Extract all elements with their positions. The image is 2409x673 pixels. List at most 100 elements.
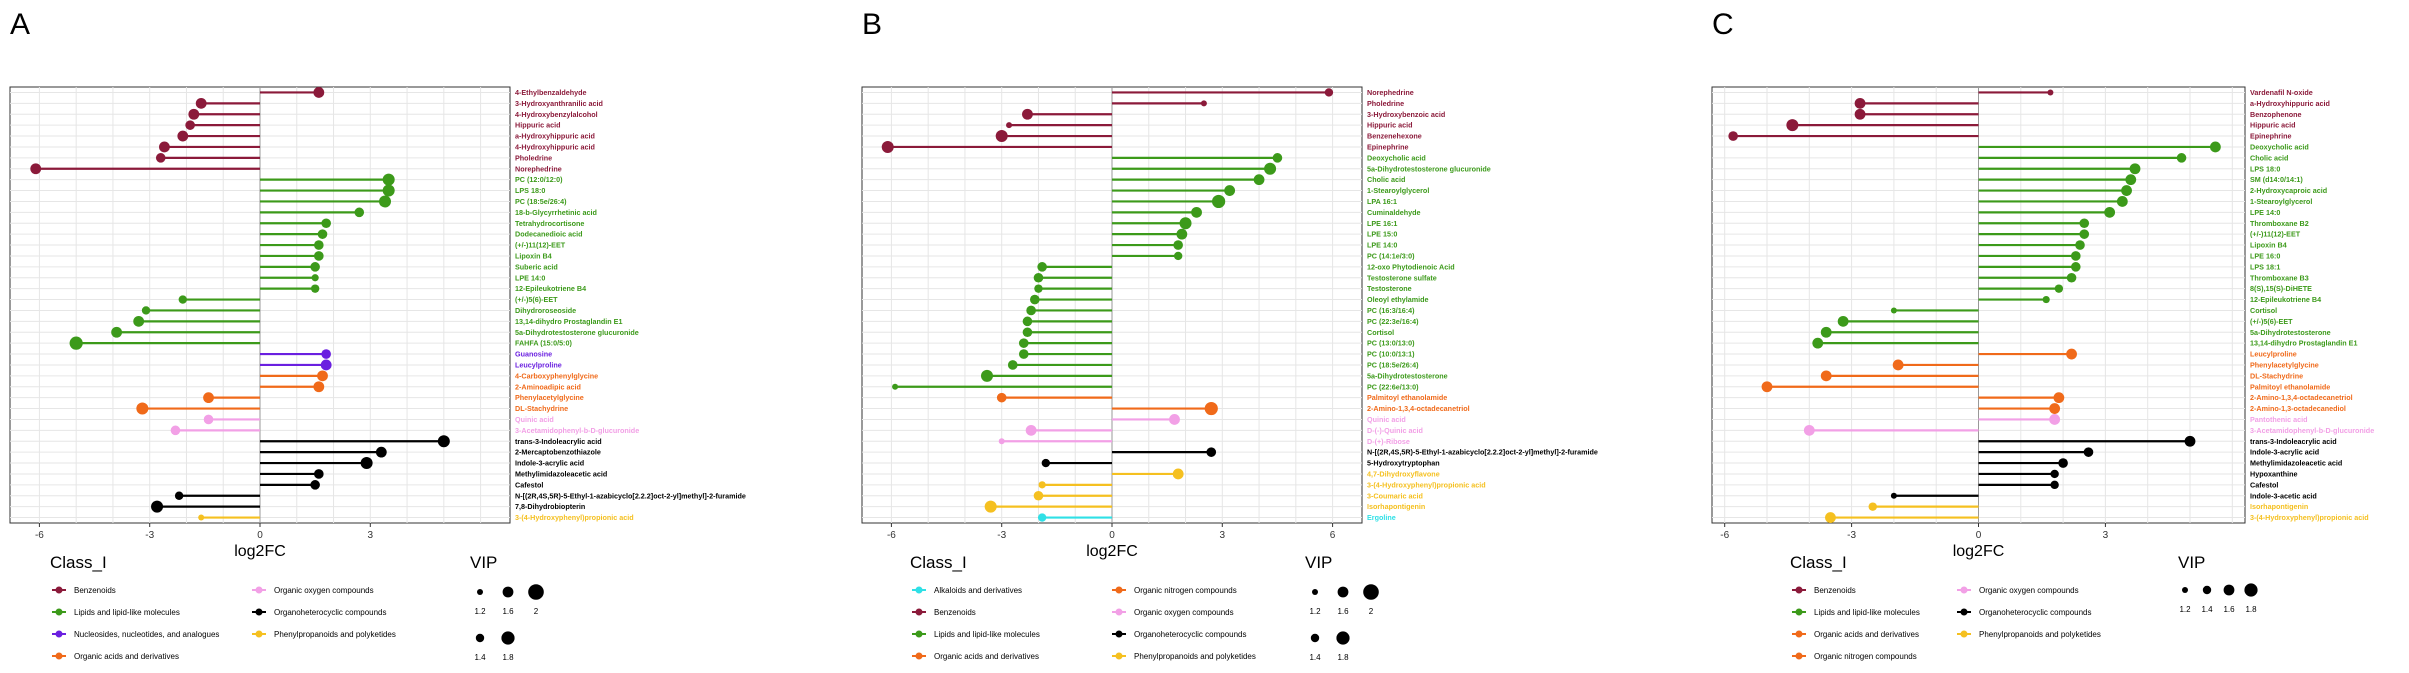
metabolite-label: Isorhapontigenin — [2250, 502, 2308, 511]
metabolite-label: LPS 18:0 — [515, 186, 545, 195]
metabolite-label: Epinephrine — [2250, 132, 2292, 141]
legend-item-label: Organic acids and derivatives — [74, 652, 179, 661]
legend-item-label: Organic acids and derivatives — [934, 652, 1039, 661]
legend-key-dot — [1795, 652, 1803, 660]
vip-legend-title: VIP — [1305, 553, 1332, 572]
lollipop-point — [2116, 196, 2128, 207]
metabolite-label: Benzenehexone — [1367, 132, 1422, 141]
metabolite-label: PC (22:6e/13:0) — [1367, 382, 1419, 391]
lollipop-point — [379, 195, 391, 208]
metabolite-label: Guanosine — [515, 350, 552, 359]
lollipop-point — [313, 381, 325, 393]
vip-size-label: 1.8 — [2245, 605, 2257, 614]
metabolite-label: LPE 15:0 — [1367, 230, 1397, 239]
legend-item-label: Organic acids and derivatives — [1814, 630, 1919, 639]
lollipop-point — [1018, 349, 1029, 359]
metabolite-label: Cholic acid — [2250, 153, 2288, 162]
metabolite-label: 7,8-Dihydrobiopterin — [515, 502, 585, 511]
metabolite-label: PC (13:0/13:0) — [1367, 339, 1415, 348]
legend-item-label: Nucleosides, nucleotides, and analogues — [74, 630, 219, 639]
legend-item-label: Organic oxygen compounds — [1979, 586, 2079, 595]
lollipop-point — [981, 369, 993, 382]
legend-key-dot — [915, 586, 923, 594]
lollipop-point — [174, 491, 184, 500]
vip-size-dot — [2223, 584, 2235, 596]
vip-size-dot — [502, 586, 514, 598]
vip-size-dot — [1363, 584, 1379, 600]
vip-size-dot — [477, 589, 483, 595]
metabolite-label: 3-Acetamidophenyl-b-D-glucuronide — [2250, 426, 2374, 435]
legend-item-label: Organoheterocyclic compounds — [1979, 608, 2092, 617]
lollipop-point — [1837, 315, 1849, 327]
metabolite-label: trans-3-Indoleacrylic acid — [2250, 437, 2337, 446]
metabolite-label: Palmitoyl ethanolamide — [2250, 382, 2330, 391]
metabolite-label: 18-b-Glycyrrhetinic acid — [515, 208, 597, 217]
lollipop-point — [310, 284, 320, 293]
lollipop-point — [1179, 217, 1192, 230]
metabolite-label: 4-Carboxyphenylglycine — [515, 371, 598, 380]
metabolite-label: Deoxycholic acid — [2250, 142, 2309, 151]
lollipop-point — [996, 392, 1007, 403]
metabolite-label: 4-Hydroxybenzylalcohol — [515, 110, 598, 119]
metabolite-label: 2-Amino-1,3-octadecanediol — [2250, 404, 2346, 413]
vip-size-label: 1.8 — [502, 653, 514, 662]
legend-key-dot — [915, 608, 923, 616]
lollipop-point — [1854, 97, 1866, 109]
vip-size-dot — [475, 633, 485, 643]
lollipop-point — [1890, 307, 1897, 314]
lollipop-point — [1025, 424, 1037, 436]
vip-size-label: 1.8 — [1337, 653, 1349, 662]
lollipop-point — [881, 140, 894, 153]
metabolite-label: Deoxycholic acid — [1367, 153, 1426, 162]
metabolite-label: Vardenafil N-oxide — [2250, 88, 2313, 97]
lollipop-point — [1007, 360, 1018, 370]
legend-title: Class_I — [910, 553, 967, 572]
metabolite-label: Phenylacetylglycine — [515, 393, 584, 402]
metabolite-label: PC (22:3e/16:4) — [1367, 317, 1419, 326]
lollipop-point — [203, 392, 214, 404]
legend-key-dot — [255, 608, 263, 616]
vip-size-label: 1.6 — [502, 607, 514, 616]
lollipop-point — [2066, 348, 2077, 360]
lollipop-point — [151, 500, 164, 513]
metabolite-label: Methylimidazoleacetic acid — [2250, 459, 2342, 468]
x-tick-label: -3 — [145, 530, 154, 541]
legend-item-label: Benzenoids — [74, 586, 116, 595]
metabolite-label: Lipoxin B4 — [515, 251, 552, 260]
lollipop-point — [2066, 272, 2077, 283]
metabolite-label: SM (d14:0/14:1) — [2250, 175, 2303, 184]
metabolite-label: 12-Epileukotriene B4 — [2250, 295, 2321, 304]
metabolite-label: D-(+)-Ribose — [1367, 437, 1410, 446]
lollipop-point — [1253, 174, 1265, 186]
lollipop-point — [317, 370, 328, 382]
lollipop-point — [195, 97, 207, 109]
legend-key-dot — [1115, 586, 1123, 594]
lollipop-point — [1006, 122, 1013, 129]
lollipop-point — [437, 435, 450, 448]
vip-size-dot — [528, 584, 544, 600]
legend-item-label: Organic nitrogen compounds — [1814, 652, 1917, 661]
metabolite-label: Cortisol — [1367, 328, 1394, 337]
metabolite-label: Cafestol — [515, 480, 543, 489]
metabolite-label: DL-Stachydrine — [515, 404, 568, 413]
metabolite-label: N-[(2R,4S,5R)-5-Ethyl-1-azabicyclo[2.2.2… — [1367, 448, 1598, 457]
legend-key-dot — [55, 652, 63, 660]
lollipop-point — [170, 425, 181, 436]
metabolite-label: N-[(2R,4S,5R)-5-Ethyl-1-azabicyclo[2.2.2… — [515, 491, 746, 500]
x-tick-label: -6 — [887, 530, 896, 541]
metabolite-label: Norephedrine — [515, 164, 562, 173]
legend-item-label: Alkaloids and derivatives — [934, 586, 1022, 595]
panel-label: B — [862, 8, 882, 41]
lollipop-point — [2184, 435, 2196, 447]
legend-key-dot — [1795, 586, 1803, 594]
vip-size-label: 1.4 — [2201, 605, 2213, 614]
metabolite-label: 2-Amino-1,3,4-octadecanetriol — [1367, 404, 1470, 413]
metabolite-label: 1-Stearoylglycerol — [1367, 186, 1429, 195]
metabolite-label: Cafestol — [2250, 480, 2278, 489]
lollipop-point — [1825, 512, 1836, 523]
lollipop-point — [1812, 337, 1824, 349]
x-tick-label: -3 — [997, 530, 1006, 541]
lollipop-point — [321, 349, 331, 359]
metabolite-label: 5a-Dihydrotestosterone glucuronide — [1367, 164, 1491, 173]
metabolite-label: LPE 14:0 — [515, 273, 545, 282]
